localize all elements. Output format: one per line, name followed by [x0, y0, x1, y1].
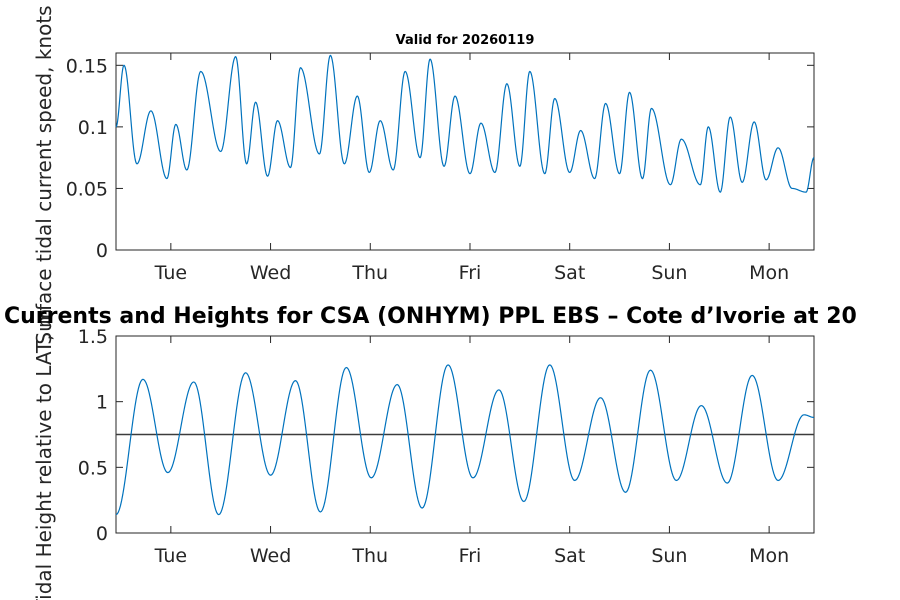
- y-tick-label: 1.5: [78, 326, 108, 348]
- x-tick-label: Tue: [154, 262, 187, 284]
- x-tick-label: Sat: [554, 262, 585, 284]
- x-tick-label: Mon: [749, 545, 789, 567]
- y-tick-label: 0.15: [66, 55, 108, 77]
- bottom-chart-title: Currents and Heights for CSA (ONHYM) PPL…: [4, 304, 857, 329]
- bottom-y-axis-label: Tidal Height relative to LAT, m: [32, 309, 56, 600]
- top-chart-title: Valid for 20260119: [396, 33, 535, 48]
- x-tick-label: Mon: [749, 262, 789, 284]
- y-tick-label: 0: [96, 240, 108, 262]
- tidal-height-chart: 0 0.5 1 1.5 Tue Wed Thu Fri Sat Sun Mon Tidal Hei…: [4, 304, 857, 600]
- x-tick-label: Tue: [154, 545, 187, 567]
- x-tick-label: Wed: [250, 262, 291, 284]
- current-speed-chart: Valid for 20260119 0 0.05 0.1 0.15 Tue Wed Th…: [32, 5, 815, 345]
- tidal-height-line: [115, 364, 815, 516]
- x-tick-label: Sun: [651, 262, 687, 284]
- x-tick-label: Fri: [459, 262, 482, 284]
- top-y-axis-label: Surface tidal current speed, knots: [32, 5, 56, 344]
- x-tick-label: Thu: [351, 262, 388, 284]
- x-tick-label: Wed: [250, 545, 291, 567]
- current-speed-line: [115, 54, 815, 193]
- y-tick-label: 1: [96, 392, 108, 414]
- y-tick-label: 0: [96, 523, 108, 545]
- y-tick-label: 0.05: [66, 178, 108, 200]
- x-tick-label: Sun: [651, 545, 687, 567]
- x-tick-label: Sat: [554, 545, 585, 567]
- x-tick-label: Fri: [459, 545, 482, 567]
- x-tick-label: Thu: [351, 545, 388, 567]
- y-tick-label: 0.1: [78, 117, 108, 139]
- y-tick-label: 0.5: [78, 457, 108, 479]
